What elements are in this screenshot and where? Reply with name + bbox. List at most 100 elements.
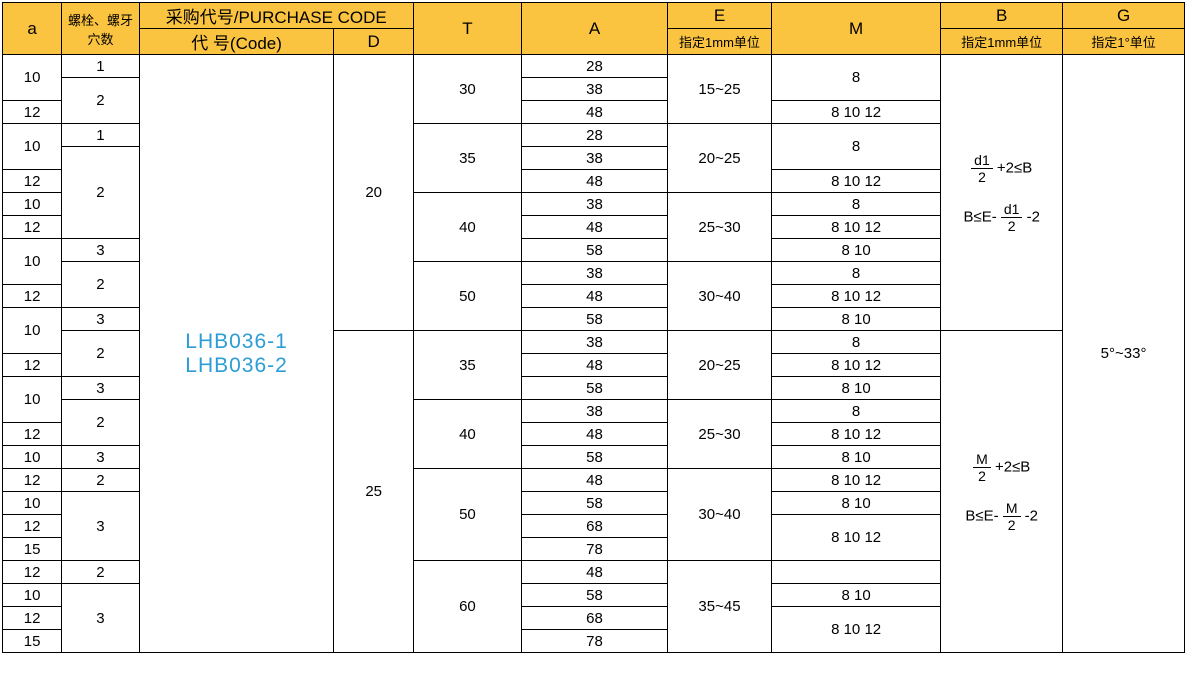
cell-av: 78 — [521, 538, 667, 561]
cell-av: 78 — [521, 630, 667, 653]
cell-a: 12 — [3, 285, 62, 308]
cell-m: 8 10 12 — [771, 170, 940, 193]
cell-av: 38 — [521, 262, 667, 285]
cell-e: 15~25 — [668, 55, 772, 124]
cell-b-formula-2: M2 +2≤B B≤E- M2 -2 — [941, 331, 1063, 653]
cell-h: 1 — [62, 124, 139, 147]
cell-m: 8 — [771, 193, 940, 216]
cell-a: 15 — [3, 630, 62, 653]
cell-t: 40 — [413, 400, 521, 469]
cell-m: 8 10 — [771, 308, 940, 331]
hdr-g-sub: 指定1°单位 — [1063, 29, 1185, 55]
cell-m: 8 10 — [771, 377, 940, 400]
cell-h: 3 — [62, 446, 139, 469]
cell-a: 12 — [3, 216, 62, 239]
hdr-g: G — [1063, 3, 1185, 29]
cell-a: 12 — [3, 469, 62, 492]
cell-m: 8 10 12 — [771, 423, 940, 446]
cell-av: 48 — [521, 170, 667, 193]
hdr-t: T — [413, 3, 521, 55]
cell-g: 5°~33° — [1063, 55, 1185, 653]
cell-a: 10 — [3, 239, 62, 285]
cell-m — [771, 561, 940, 584]
hdr-code: 代 号(Code) — [139, 29, 334, 55]
cell-m: 8 10 12 — [771, 354, 940, 377]
cell-a: 10 — [3, 55, 62, 101]
cell-t: 30 — [413, 55, 521, 124]
cell-av: 48 — [521, 423, 667, 446]
cell-t: 60 — [413, 561, 521, 653]
cell-av: 48 — [521, 469, 667, 492]
cell-h: 1 — [62, 55, 139, 78]
hdr-e-sub: 指定1mm单位 — [668, 29, 772, 55]
cell-a: 12 — [3, 515, 62, 538]
cell-m: 8 10 — [771, 446, 940, 469]
cell-h: 2 — [62, 331, 139, 377]
cell-av: 28 — [521, 55, 667, 78]
hdr-holes: 螺栓、螺牙穴数 — [62, 3, 139, 55]
cell-t: 35 — [413, 331, 521, 400]
cell-b-formula-1: d12 +2≤B B≤E- d12 -2 — [941, 55, 1063, 331]
cell-h: 3 — [62, 308, 139, 331]
cell-av: 58 — [521, 308, 667, 331]
cell-code: LHB036-1 LHB036-2 — [139, 55, 334, 653]
hdr-a: a — [3, 3, 62, 55]
cell-a: 12 — [3, 101, 62, 124]
cell-m: 8 — [771, 262, 940, 285]
cell-av: 58 — [521, 492, 667, 515]
cell-a: 15 — [3, 538, 62, 561]
cell-h: 3 — [62, 584, 139, 653]
cell-t: 50 — [413, 262, 521, 331]
cell-h: 2 — [62, 78, 139, 124]
cell-m: 8 10 12 — [771, 285, 940, 308]
cell-h: 3 — [62, 239, 139, 262]
cell-h: 2 — [62, 262, 139, 308]
cell-e: 25~30 — [668, 193, 772, 262]
cell-a: 10 — [3, 584, 62, 607]
cell-a: 10 — [3, 308, 62, 354]
cell-m: 8 10 12 — [771, 469, 940, 492]
cell-m: 8 10 12 — [771, 216, 940, 239]
cell-av: 48 — [521, 354, 667, 377]
cell-m: 8 10 12 — [771, 101, 940, 124]
cell-e: 20~25 — [668, 331, 772, 400]
hdr-m: M — [771, 3, 940, 55]
cell-h: 3 — [62, 377, 139, 400]
cell-t: 40 — [413, 193, 521, 262]
hdr-purchase: 采购代号/PURCHASE CODE — [139, 3, 413, 29]
cell-av: 58 — [521, 584, 667, 607]
cell-d: 20 — [334, 55, 413, 331]
cell-m: 8 — [771, 331, 940, 354]
cell-av: 48 — [521, 561, 667, 584]
cell-a: 12 — [3, 561, 62, 584]
cell-d: 25 — [334, 331, 413, 653]
cell-h: 2 — [62, 561, 139, 584]
code-1: LHB036-1 — [185, 330, 288, 353]
cell-a: 10 — [3, 377, 62, 423]
cell-t: 50 — [413, 469, 521, 561]
cell-m: 8 10 — [771, 239, 940, 262]
cell-m: 8 10 12 — [771, 607, 940, 653]
cell-m: 8 — [771, 124, 940, 170]
cell-m: 8 10 12 — [771, 515, 940, 561]
table-container: a 螺栓、螺牙穴数 采购代号/PURCHASE CODE T A E M B G… — [0, 2, 1191, 687]
cell-av: 58 — [521, 377, 667, 400]
cell-m: 8 10 — [771, 584, 940, 607]
cell-a: 10 — [3, 193, 62, 216]
cell-a: 12 — [3, 354, 62, 377]
cell-t: 35 — [413, 124, 521, 193]
cell-e: 30~40 — [668, 262, 772, 331]
hdr-e: E — [668, 3, 772, 29]
cell-m: 8 — [771, 55, 940, 101]
cell-a: 12 — [3, 607, 62, 630]
cell-av: 58 — [521, 446, 667, 469]
hdr-d: D — [334, 29, 413, 55]
cell-e: 35~45 — [668, 561, 772, 653]
code-2: LHB036-2 — [185, 354, 288, 377]
cell-h: 3 — [62, 492, 139, 561]
cell-av: 68 — [521, 607, 667, 630]
cell-a: 10 — [3, 492, 62, 515]
cell-e: 25~30 — [668, 400, 772, 469]
hdr-b-sub: 指定1mm单位 — [941, 29, 1063, 55]
cell-av: 38 — [521, 147, 667, 170]
